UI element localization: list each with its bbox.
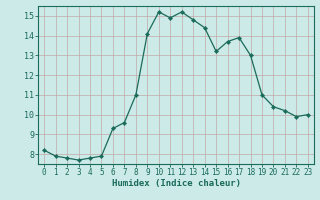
X-axis label: Humidex (Indice chaleur): Humidex (Indice chaleur) [111, 179, 241, 188]
